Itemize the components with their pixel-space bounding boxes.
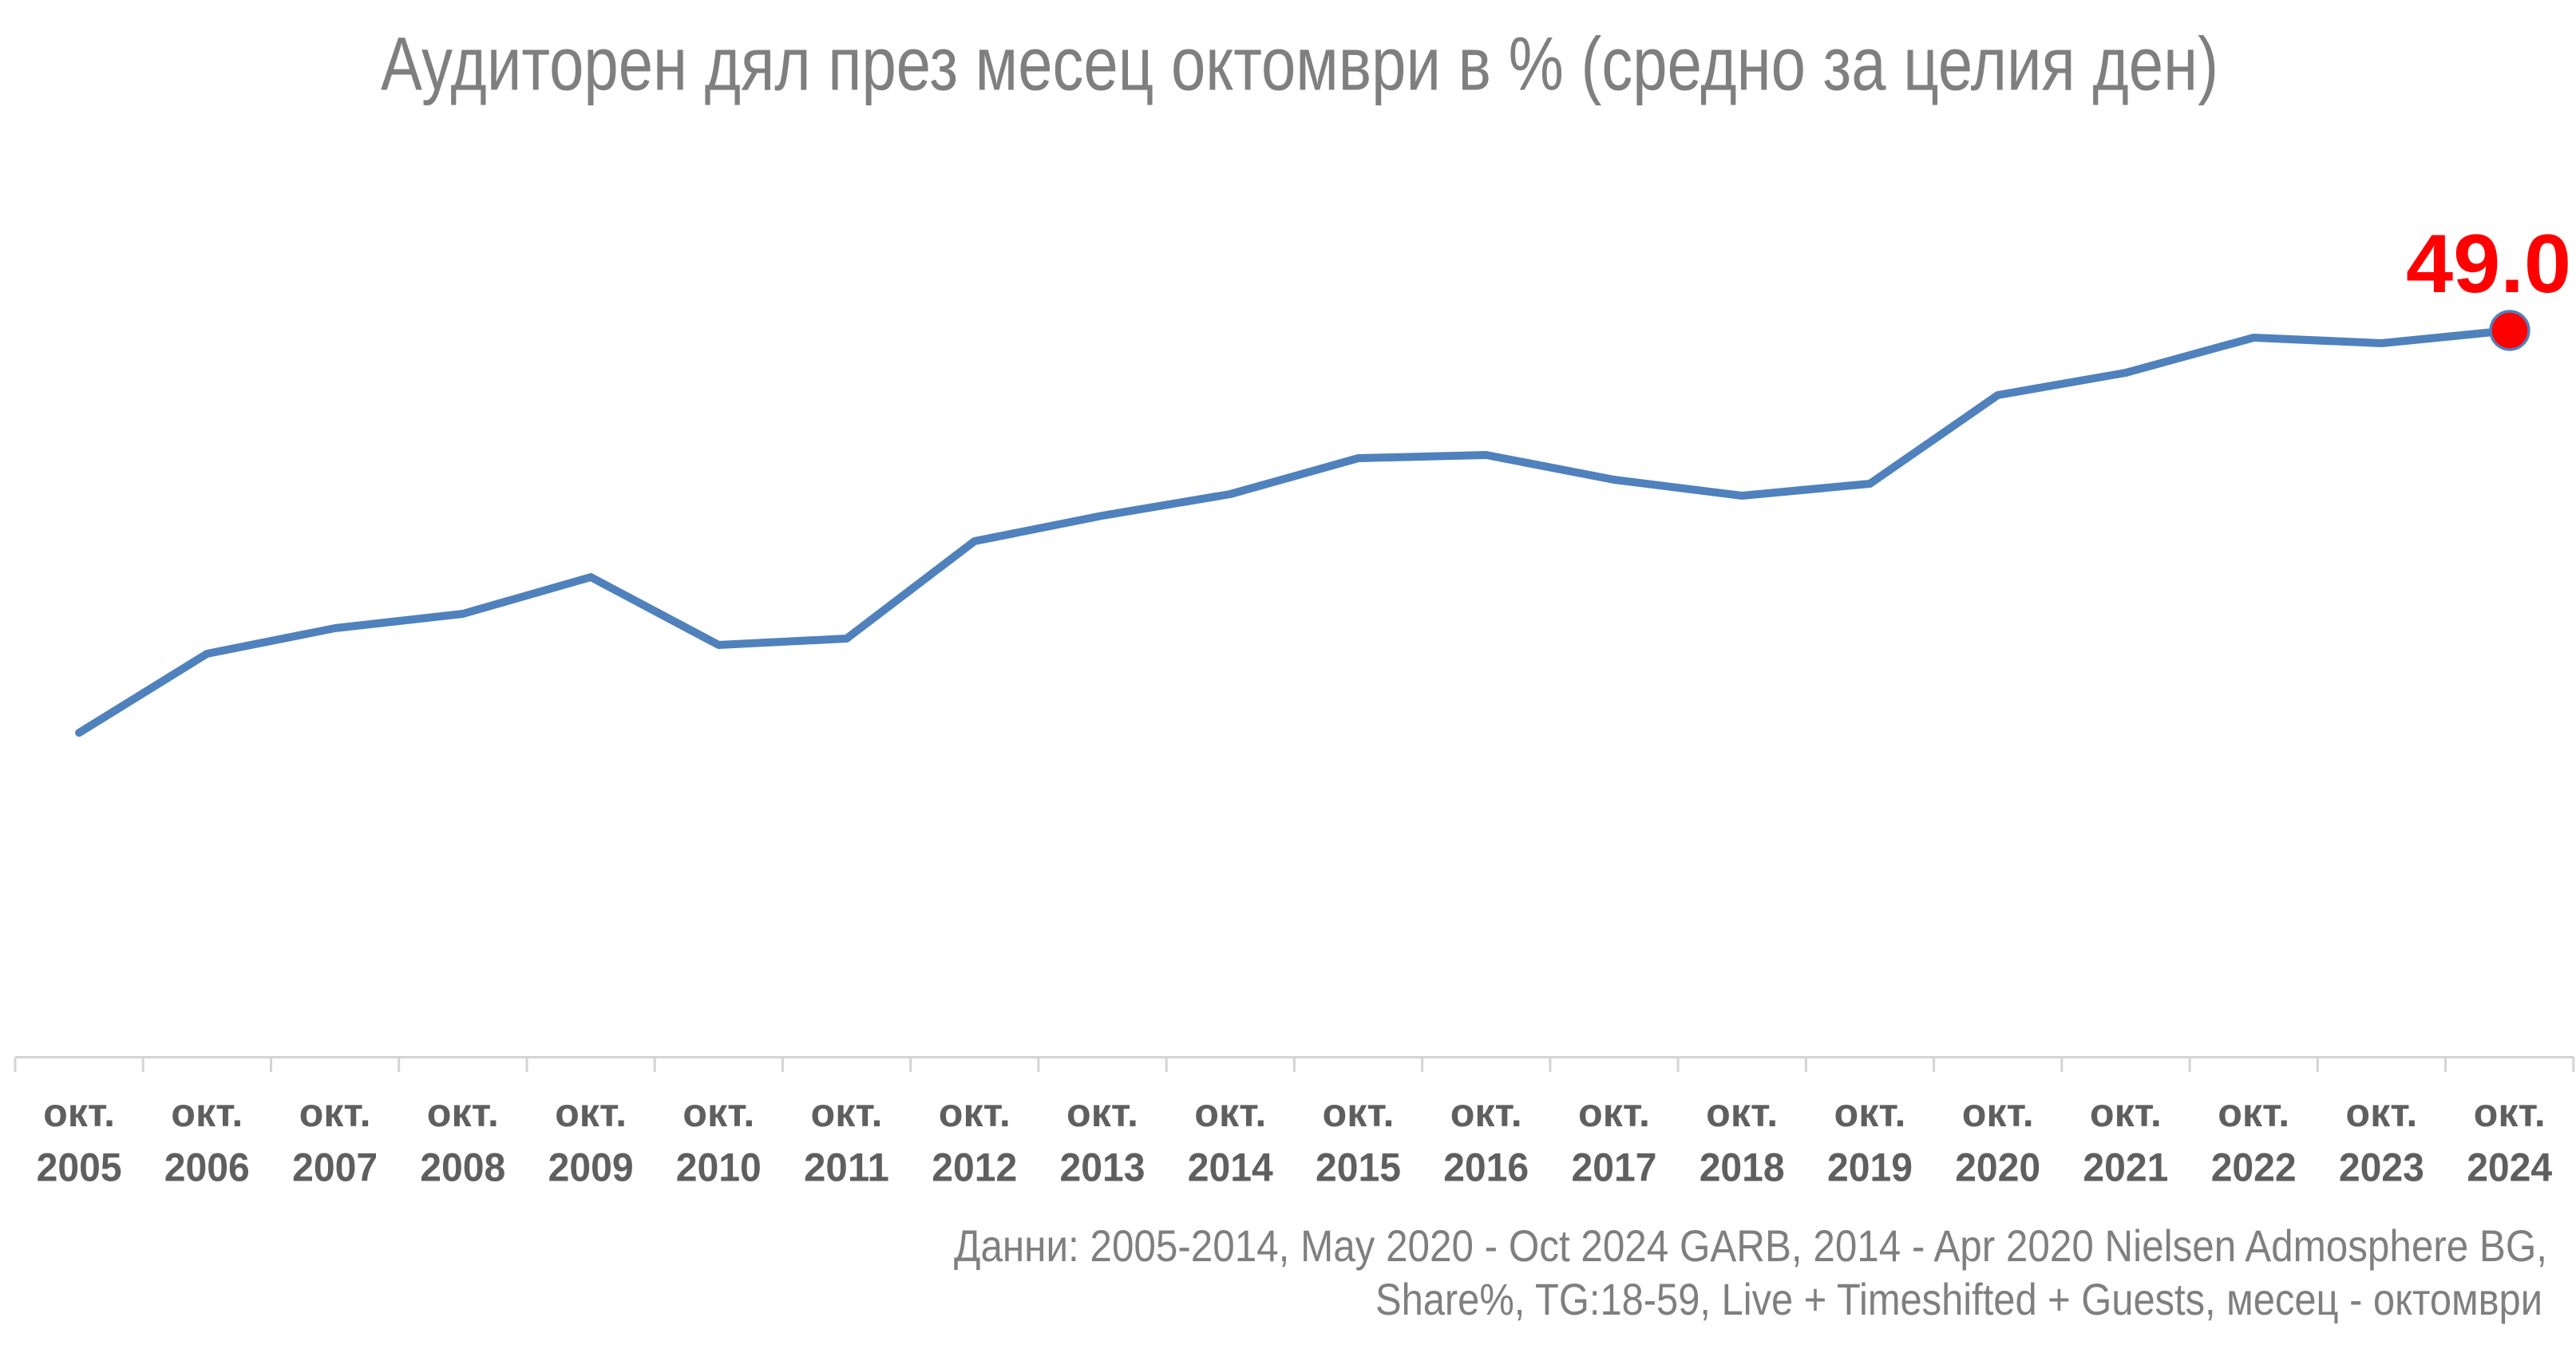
svg-text:окт.: окт. xyxy=(1066,1090,1138,1135)
svg-text:2014: 2014 xyxy=(1188,1145,1273,1189)
svg-text:окт.: окт. xyxy=(1194,1090,1266,1135)
svg-text:окт.: окт. xyxy=(2218,1090,2289,1135)
svg-text:окт.: окт. xyxy=(2345,1090,2417,1135)
svg-text:2019: 2019 xyxy=(1827,1145,1913,1189)
svg-text:окт.: окт. xyxy=(427,1090,499,1135)
svg-text:окт.: окт. xyxy=(939,1090,1011,1135)
svg-text:2012: 2012 xyxy=(932,1145,1017,1189)
svg-text:2020: 2020 xyxy=(1955,1145,2040,1189)
svg-text:2009: 2009 xyxy=(548,1145,634,1189)
svg-text:49.0: 49.0 xyxy=(2406,217,2571,310)
svg-text:2023: 2023 xyxy=(2339,1145,2424,1189)
svg-text:2005: 2005 xyxy=(37,1145,122,1189)
svg-text:Данни: 2005-2014, May 2020 - O: Данни: 2005-2014, May 2020 - Oct 2024 GA… xyxy=(954,1221,2547,1271)
svg-text:окт.: окт. xyxy=(299,1090,371,1135)
svg-text:окт.: окт. xyxy=(555,1090,627,1135)
svg-text:2013: 2013 xyxy=(1060,1145,1146,1189)
svg-text:окт.: окт. xyxy=(1323,1090,1395,1135)
svg-text:2007: 2007 xyxy=(292,1145,378,1189)
svg-text:2022: 2022 xyxy=(2211,1145,2297,1189)
svg-text:окт.: окт. xyxy=(1962,1090,2034,1135)
svg-text:2010: 2010 xyxy=(676,1145,762,1189)
svg-text:окт.: окт. xyxy=(683,1090,754,1135)
svg-text:2018: 2018 xyxy=(1700,1145,1785,1189)
svg-text:Share%, TG:18-59, Live + Times: Share%, TG:18-59, Live + Timeshifted + G… xyxy=(1375,1275,2542,1324)
svg-text:окт.: окт. xyxy=(811,1090,883,1135)
svg-text:Аудиторен дял през месец октом: Аудиторен дял през месец октомври в % (с… xyxy=(381,22,2218,107)
svg-text:окт.: окт. xyxy=(1834,1090,1906,1135)
svg-text:2008: 2008 xyxy=(420,1145,505,1189)
svg-text:окт.: окт. xyxy=(1706,1090,1778,1135)
svg-text:2006: 2006 xyxy=(164,1145,250,1189)
svg-text:2015: 2015 xyxy=(1316,1145,1401,1189)
svg-text:окт.: окт. xyxy=(171,1090,243,1135)
svg-text:2011: 2011 xyxy=(804,1145,889,1189)
svg-text:окт.: окт. xyxy=(1450,1090,1522,1135)
svg-text:окт.: окт. xyxy=(2474,1090,2546,1135)
svg-text:2016: 2016 xyxy=(1443,1145,1529,1189)
svg-text:окт.: окт. xyxy=(1578,1090,1650,1135)
svg-text:2021: 2021 xyxy=(2083,1145,2168,1189)
svg-text:2017: 2017 xyxy=(1572,1145,1657,1189)
svg-text:2024: 2024 xyxy=(2467,1145,2552,1189)
svg-text:окт.: окт. xyxy=(43,1090,115,1135)
svg-text:окт.: окт. xyxy=(2090,1090,2162,1135)
